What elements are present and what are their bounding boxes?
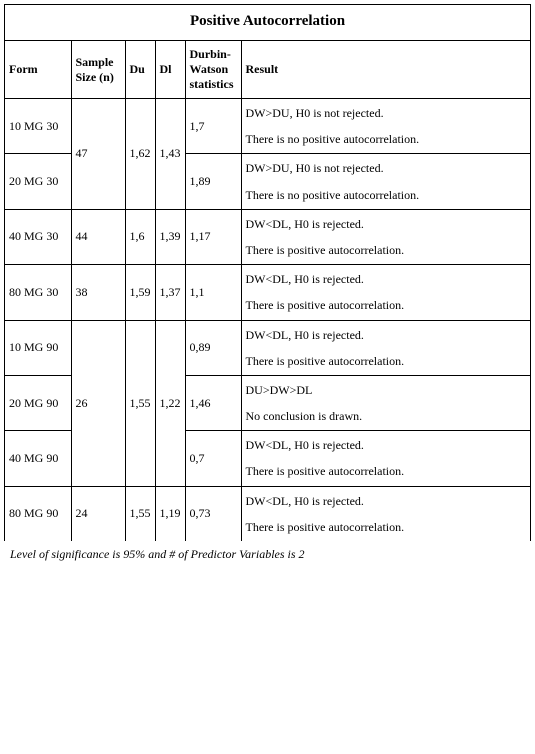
- header-n: Sample Size (n): [71, 41, 125, 99]
- result-line: DW<DL, H0 is rejected.: [246, 327, 527, 343]
- result-line: There is positive autocorrelation.: [246, 353, 527, 369]
- cell-dl: 1,37: [155, 265, 185, 320]
- cell-form: 20 MG 90: [5, 375, 71, 430]
- result-line: DW<DL, H0 is rejected.: [246, 271, 527, 287]
- table-row: 80 MG 30 38 1,59 1,37 1,1 DW<DL, H0 is r…: [5, 265, 530, 320]
- header-result: Result: [241, 41, 530, 99]
- cell-form: 10 MG 90: [5, 320, 71, 375]
- cell-result: DW>DU, H0 is not rejected. There is no p…: [241, 154, 530, 209]
- cell-du: 1,55: [125, 486, 155, 541]
- header-dw: Durbin-Watson statistics: [185, 41, 241, 99]
- result-line: DW<DL, H0 is rejected.: [246, 216, 527, 232]
- cell-dw: 0,89: [185, 320, 241, 375]
- cell-dl: 1,19: [155, 486, 185, 541]
- result-line: No conclusion is drawn.: [246, 408, 527, 424]
- result-line: DW>DU, H0 is not rejected.: [246, 105, 527, 121]
- result-line: DU>DW>DL: [246, 382, 527, 398]
- cell-result: DW<DL, H0 is rejected. There is positive…: [241, 486, 530, 541]
- cell-form: 10 MG 30: [5, 99, 71, 154]
- cell-du: 1,6: [125, 209, 155, 264]
- cell-du: 1,55: [125, 320, 155, 486]
- cell-dl: 1,39: [155, 209, 185, 264]
- cell-form: 40 MG 90: [5, 431, 71, 486]
- cell-dw: 1,89: [185, 154, 241, 209]
- cell-n: 38: [71, 265, 125, 320]
- cell-form: 80 MG 90: [5, 486, 71, 541]
- cell-result: DW>DU, H0 is not rejected. There is no p…: [241, 99, 530, 154]
- header-row: Form Sample Size (n) Du Dl Durbin-Watson…: [5, 41, 530, 99]
- result-line: DW<DL, H0 is rejected.: [246, 437, 527, 453]
- result-line: There is positive autocorrelation.: [246, 297, 527, 313]
- table-row: 10 MG 30 47 1,62 1,43 1,7 DW>DU, H0 is n…: [5, 99, 530, 154]
- result-line: There is positive autocorrelation.: [246, 242, 527, 258]
- cell-n: 26: [71, 320, 125, 486]
- table-row: 80 MG 90 24 1,55 1,19 0,73 DW<DL, H0 is …: [5, 486, 530, 541]
- header-dl: Dl: [155, 41, 185, 99]
- cell-du: 1,62: [125, 99, 155, 210]
- cell-result: DW<DL, H0 is rejected. There is positive…: [241, 431, 530, 486]
- autocorrelation-table: Form Sample Size (n) Du Dl Durbin-Watson…: [5, 41, 530, 541]
- footnote: Level of significance is 95% and # of Pr…: [4, 545, 535, 562]
- result-line: DW<DL, H0 is rejected.: [246, 493, 527, 509]
- cell-n: 24: [71, 486, 125, 541]
- result-line: There is no positive autocorrelation.: [246, 131, 527, 147]
- cell-result: DU>DW>DL No conclusion is drawn.: [241, 375, 530, 430]
- cell-result: DW<DL, H0 is rejected. There is positive…: [241, 320, 530, 375]
- cell-dw: 1,7: [185, 99, 241, 154]
- table-title: Positive Autocorrelation: [5, 5, 530, 41]
- cell-dw: 1,17: [185, 209, 241, 264]
- cell-n: 47: [71, 99, 125, 210]
- cell-form: 40 MG 30: [5, 209, 71, 264]
- header-du: Du: [125, 41, 155, 99]
- header-form: Form: [5, 41, 71, 99]
- cell-dl: 1,22: [155, 320, 185, 486]
- cell-dw: 1,1: [185, 265, 241, 320]
- cell-dw: 0,73: [185, 486, 241, 541]
- cell-n: 44: [71, 209, 125, 264]
- result-line: There is no positive autocorrelation.: [246, 187, 527, 203]
- cell-dl: 1,43: [155, 99, 185, 210]
- result-line: There is positive autocorrelation.: [246, 463, 527, 479]
- table-row: 10 MG 90 26 1,55 1,22 0,89 DW<DL, H0 is …: [5, 320, 530, 375]
- cell-form: 20 MG 30: [5, 154, 71, 209]
- result-line: DW>DU, H0 is not rejected.: [246, 160, 527, 176]
- cell-du: 1,59: [125, 265, 155, 320]
- result-line: There is positive autocorrelation.: [246, 519, 527, 535]
- cell-dw: 1,46: [185, 375, 241, 430]
- cell-dw: 0,7: [185, 431, 241, 486]
- cell-result: DW<DL, H0 is rejected. There is positive…: [241, 209, 530, 264]
- cell-result: DW<DL, H0 is rejected. There is positive…: [241, 265, 530, 320]
- cell-form: 80 MG 30: [5, 265, 71, 320]
- table-row: 40 MG 30 44 1,6 1,39 1,17 DW<DL, H0 is r…: [5, 209, 530, 264]
- table-container: Positive Autocorrelation Form Sample Siz…: [4, 4, 531, 541]
